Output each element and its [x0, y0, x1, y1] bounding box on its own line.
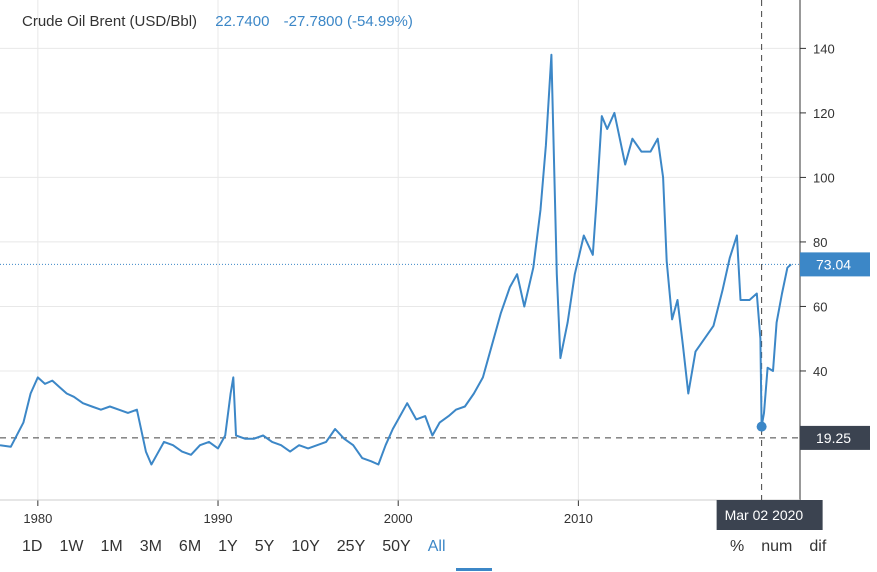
range-button-1m[interactable]: 1M: [100, 538, 123, 555]
crosshair-date-label: Mar 02 2020: [725, 507, 804, 523]
x-tick-label: 2010: [564, 511, 593, 526]
mode-button-percent[interactable]: %: [730, 538, 745, 555]
display-mode-selector: % num dif: [730, 538, 843, 556]
x-tick-label: 1980: [23, 511, 52, 526]
time-range-selector: 1D 1W 1M 3M 6M 1Y 5Y 10Y 25Y 50Y All: [22, 538, 463, 556]
mode-button-dif[interactable]: dif: [809, 538, 827, 555]
range-button-all[interactable]: All: [427, 538, 446, 555]
price-badges: 73.04 19.25 Mar 02 2020: [716, 252, 870, 530]
price-series-line: [0, 53, 792, 466]
x-axis-ticks: 1980 1990 2000 2010: [0, 499, 800, 526]
y-tick-label: 120: [813, 106, 835, 121]
x-tick-label: 1990: [204, 511, 233, 526]
y-tick-label: 100: [813, 170, 835, 185]
crosshair-price-badge: [800, 425, 870, 450]
reference-lines: [0, 0, 800, 500]
chart-header: Crude Oil Brent (USD/Bbl) 22.7400 -27.78…: [22, 13, 413, 30]
active-range-underline: [456, 568, 492, 571]
current-price-badge: [800, 252, 870, 277]
crosshair-marker: [756, 421, 767, 432]
range-button-6m[interactable]: 6M: [178, 538, 202, 555]
last-price: 22.7400: [215, 13, 270, 30]
x-tick-label: 2000: [384, 511, 413, 526]
grid: [0, 0, 800, 500]
range-button-1y[interactable]: 1Y: [218, 538, 238, 555]
range-button-1w[interactable]: 1W: [59, 538, 84, 555]
range-button-1d[interactable]: 1D: [22, 538, 43, 555]
crosshair-date-badge: [716, 500, 823, 530]
chart-title: Crude Oil Brent (USD/Bbl): [22, 13, 198, 30]
range-button-25y[interactable]: 25Y: [336, 538, 366, 555]
range-button-50y[interactable]: 50Y: [382, 538, 411, 555]
y-tick-label: 60: [813, 299, 827, 314]
y-axis-ticks: 40 60 80 100 120 140: [800, 41, 835, 379]
range-button-10y[interactable]: 10Y: [291, 538, 320, 555]
range-button-3m[interactable]: 3M: [139, 538, 162, 555]
crosshair-price-label: 19.25: [816, 430, 851, 446]
price-change: -27.7800 (-54.99%): [283, 13, 413, 30]
current-price-label: 73.04: [816, 256, 851, 272]
y-tick-label: 40: [813, 364, 827, 379]
mode-button-num[interactable]: num: [761, 538, 793, 555]
y-tick-label: 80: [813, 235, 827, 250]
range-button-5y[interactable]: 5Y: [254, 538, 275, 555]
y-tick-label: 140: [813, 41, 835, 56]
